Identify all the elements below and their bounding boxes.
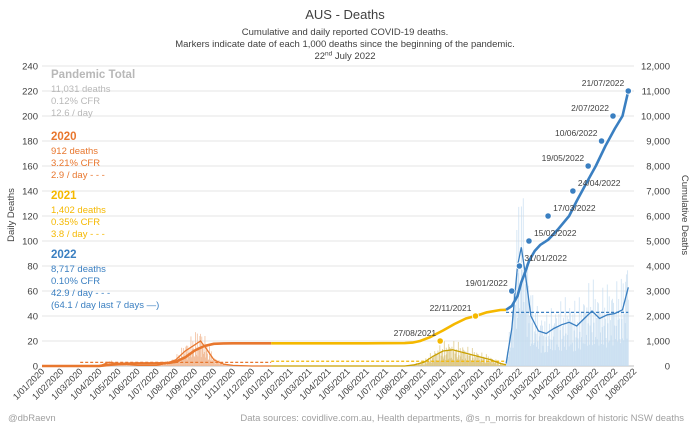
footer-sources: Data sources: covidlive.com.au, Health d… <box>240 413 684 424</box>
y-tick-left: 160 <box>22 162 38 173</box>
cumulative-line-2022 <box>505 89 630 311</box>
annotation-total-heading: Pandemic Total <box>51 69 135 81</box>
milestone-label: 15/02/2022 <box>534 228 577 238</box>
y-tick-right: 8,000 <box>646 162 670 173</box>
footer-handle: @dbRaevn <box>8 413 56 424</box>
cumulative-line-2021 <box>271 308 507 345</box>
chart-subtitle-line-1: Cumulative and daily reported COVID-19 d… <box>242 27 448 38</box>
y-ticks-right: 0 1,000 2,000 3,000 4,000 5,000 6,000 7,000 8,00… <box>641 62 670 373</box>
milestone-marker <box>597 137 606 145</box>
milestone-label: 22/11/2021 <box>430 303 472 313</box>
y-tick-right: 3,000 <box>646 287 670 298</box>
annotation-2022: 2022 8,717 deaths 0.10% CFR 42.9 / day -… <box>51 249 159 311</box>
milestone-marker <box>436 337 444 345</box>
annotation-2020-heading: 2020 <box>51 131 77 143</box>
y-axis-left-label: Daily Deaths <box>6 188 17 242</box>
milestone-marker <box>609 112 617 120</box>
milestone-label: 19/05/2022 <box>542 153 585 163</box>
milestone-marker <box>544 212 552 220</box>
cumulative-lines <box>42 89 630 368</box>
milestone-markers: 27/08/2021 22/11/2021 19/01/2022 31/01/2022… <box>394 78 632 345</box>
milestone-marker <box>508 287 516 295</box>
milestone-marker <box>525 237 533 245</box>
y-tick-left: 240 <box>22 62 38 73</box>
y-tick-right: 5,000 <box>646 237 670 248</box>
milestone-marker <box>624 87 632 95</box>
y-tick-right: 7,000 <box>646 187 670 198</box>
rolling-average-2021 <box>271 349 507 367</box>
chart-subtitle-line-2: Markers indicate date of each 1,000 deat… <box>175 39 515 50</box>
y-tick-right: 9,000 <box>646 137 670 148</box>
y-tick-right: 10,000 <box>641 112 670 123</box>
y-tick-left: 80 <box>27 262 38 273</box>
y-tick-left: 200 <box>22 112 38 123</box>
annotation-2022-line: 8,717 deaths <box>51 264 106 275</box>
annotation-2020-line: 2.9 / day - - - <box>51 170 105 181</box>
milestone-label: 21/07/2022 <box>582 78 625 88</box>
annotation-total-line: 11,031 deaths <box>51 84 111 95</box>
y-tick-left: 20 <box>27 337 38 348</box>
annotation-2022-line: (64.1 / day last 7 days —) <box>51 300 159 311</box>
y-ticks-left: 0 20 40 60 80 100 120 140 160 180 200 220 240 <box>22 62 38 373</box>
annotation-2021-heading: 2021 <box>51 190 77 202</box>
annotation-2022-heading: 2022 <box>51 249 77 261</box>
milestone-marker <box>569 187 577 195</box>
annotation-total-line: 12.6 / day <box>51 108 93 119</box>
y-tick-right: 1,000 <box>646 337 670 348</box>
y-tick-left: 100 <box>22 237 38 248</box>
milestone-marker <box>515 262 524 270</box>
milestone-label: 17/03/2022 <box>553 203 596 213</box>
annotation-2021-line: 0.35% CFR <box>51 217 100 228</box>
milestone-marker <box>471 312 480 320</box>
annotation-2020-line: 912 deaths <box>51 146 98 157</box>
milestone-label: 24/04/2022 <box>578 178 621 188</box>
chart-title: AUS - Deaths <box>305 7 385 22</box>
annotation-2021: 2021 1,402 deaths 0.35% CFR 3.8 / day - … <box>51 190 106 240</box>
y-tick-right: 2,000 <box>646 312 670 323</box>
y-tick-right: 6,000 <box>646 212 670 223</box>
annotation-total-line: 0.12% CFR <box>51 96 100 107</box>
milestone-label: 19/01/2022 <box>465 278 508 288</box>
milestone-marker <box>584 162 592 170</box>
y-tick-left: 60 <box>27 287 38 298</box>
y-axis-right-label: Cumulative Deaths <box>679 175 690 256</box>
y-tick-left: 120 <box>22 212 38 223</box>
annotation-2020: 2020 912 deaths 3.21% CFR 2.9 / day - - … <box>51 131 105 181</box>
y-tick-right: 0 <box>665 362 670 373</box>
y-tick-left: 220 <box>22 87 38 98</box>
milestone-label: 27/08/2021 <box>394 328 437 338</box>
gridlines <box>42 65 634 367</box>
y-tick-right: 12,000 <box>641 62 670 73</box>
cumulative-line-2020 <box>42 342 272 368</box>
milestone-label: 10/06/2022 <box>555 128 598 138</box>
annotation-2020-line: 3.21% CFR <box>51 158 100 169</box>
y-tick-right: 4,000 <box>646 262 670 273</box>
y-tick-left: 40 <box>27 312 38 323</box>
milestone-label: 31/01/2022 <box>524 253 567 263</box>
y-tick-right: 11,000 <box>642 87 670 98</box>
y-tick-left: 140 <box>22 187 38 198</box>
y-tick-left: 180 <box>22 137 38 148</box>
rolling-average-2022 <box>505 247 629 364</box>
annotation-2022-line: 42.9 / day - - - <box>51 288 110 299</box>
annotation-2021-line: 1,402 deaths <box>51 205 106 216</box>
chart-report-date: 22nd July 2022 <box>314 51 375 63</box>
annotation-2021-line: 3.8 / day - - - <box>51 229 105 240</box>
annotation-total: Pandemic Total 11,031 deaths 0.12% CFR 1… <box>51 69 135 119</box>
y-tick-left: 0 <box>33 362 38 373</box>
annotation-2022-line: 0.10% CFR <box>51 276 100 287</box>
milestone-label: 2/07/2022 <box>571 103 609 113</box>
